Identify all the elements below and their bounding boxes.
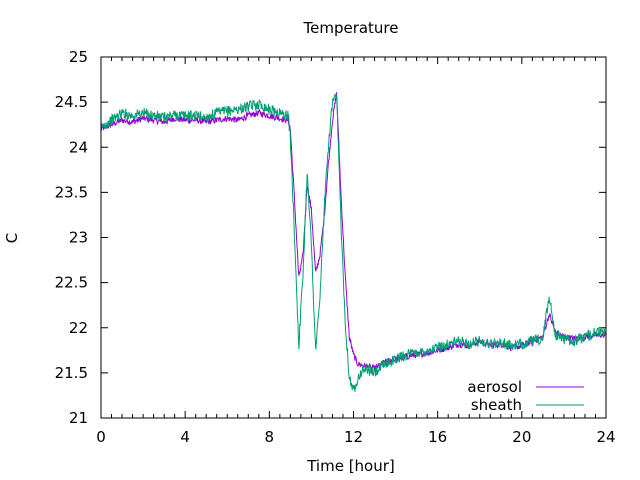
- y-tick-label: 23: [69, 229, 88, 247]
- x-tick-label: 12: [344, 428, 363, 446]
- axis-ticks: 0 4 8 12 16 20 24 21 21.5 22 22.5 23 23.5 24 24.5 25: [55, 48, 616, 446]
- y-tick-label: 24.5: [55, 93, 88, 111]
- y-tick-label: 21: [69, 409, 88, 427]
- x-axis-label: Time [hour]: [306, 457, 395, 475]
- y-axis-label: C: [3, 233, 21, 243]
- legend-label-sheath: sheath: [471, 396, 522, 414]
- y-tick-label: 25: [69, 48, 88, 66]
- series-line-sheath: [100, 93, 607, 392]
- series-lines: [100, 92, 607, 392]
- x-tick-label: 0: [96, 428, 106, 446]
- x-tick-label: 4: [180, 428, 190, 446]
- x-tick-label: 16: [428, 428, 447, 446]
- plot-frame: [100, 56, 607, 419]
- x-tick-label: 24: [596, 428, 615, 446]
- series-line-aerosol: [100, 92, 607, 372]
- legend-label-aerosol: aerosol: [467, 378, 522, 396]
- chart-title: Temperature: [302, 19, 398, 37]
- y-tick-label: 22: [69, 319, 88, 337]
- y-tick-label: 21.5: [55, 364, 88, 382]
- y-tick-label: 24: [69, 138, 88, 156]
- y-tick-label: 23.5: [55, 183, 88, 201]
- x-tick-label: 8: [265, 428, 275, 446]
- x-tick-label: 20: [512, 428, 531, 446]
- y-tick-label: 22.5: [55, 274, 88, 292]
